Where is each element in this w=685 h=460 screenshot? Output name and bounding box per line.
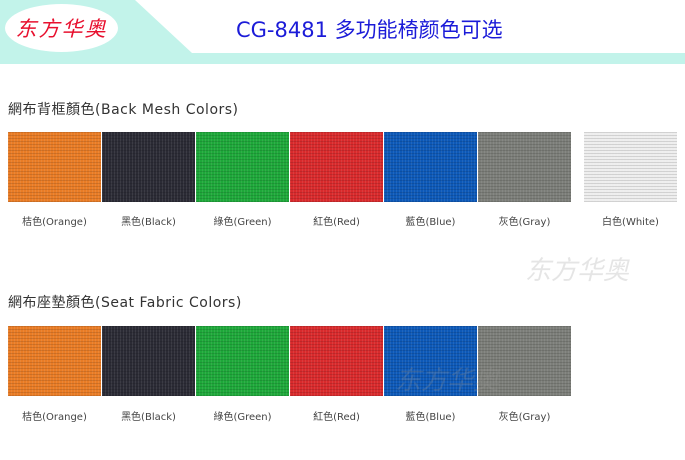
swatch-label: 白色(White) — [602, 217, 659, 228]
swatch-label: 桔色(Orange) — [22, 217, 87, 228]
back-mesh-heading: 網布背框顏色(Back Mesh Colors) — [8, 102, 239, 118]
brand-logo: 东方华奥 — [5, 4, 118, 52]
color-swatch — [478, 132, 571, 202]
page-title: CG-8481 多功能椅颜色可选 — [236, 18, 503, 42]
seat-fabric-heading: 網布座墊顏色(Seat Fabric Colors) — [8, 295, 242, 311]
color-swatch — [196, 326, 289, 396]
color-swatch — [384, 132, 477, 202]
watermark: 东方华奥 — [395, 366, 500, 396]
color-swatch — [196, 132, 289, 202]
swatch-label: 紅色(Red) — [313, 412, 360, 423]
swatch-label: 紅色(Red) — [313, 217, 360, 228]
color-swatch — [102, 326, 195, 396]
swatch-label: 藍色(Blue) — [405, 217, 456, 228]
swatch-label: 綠色(Green) — [213, 412, 272, 423]
color-swatch — [384, 326, 477, 396]
swatch-label: 桔色(Orange) — [22, 412, 87, 423]
color-swatch — [8, 132, 101, 202]
swatch-label: 藍色(Blue) — [405, 412, 456, 423]
swatch-label: 綠色(Green) — [213, 217, 272, 228]
color-swatch — [290, 132, 383, 202]
color-swatch — [584, 132, 677, 202]
color-swatch — [8, 326, 101, 396]
swatch-label: 灰色(Gray) — [498, 217, 551, 228]
watermark: 东方华奥 — [525, 256, 630, 286]
color-swatch — [102, 132, 195, 202]
header-banner-panel — [135, 0, 685, 53]
swatch-label: 灰色(Gray) — [498, 412, 551, 423]
color-swatch — [478, 326, 571, 396]
color-swatch — [290, 326, 383, 396]
swatch-label: 黑色(Black) — [121, 412, 176, 423]
swatch-label: 黑色(Black) — [121, 217, 176, 228]
